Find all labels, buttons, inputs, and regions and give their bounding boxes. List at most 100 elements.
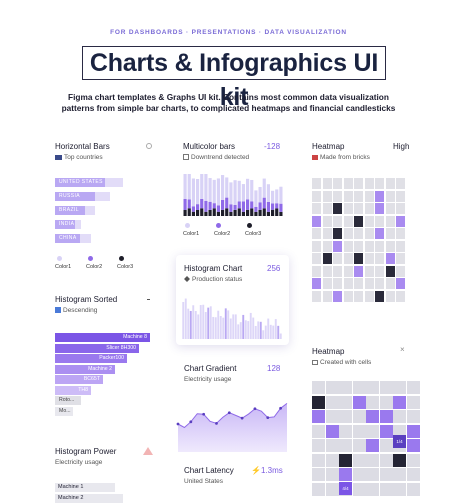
heatmap-cell xyxy=(325,468,339,481)
heatmap-cell xyxy=(366,482,379,496)
multicolor-bar-segment xyxy=(204,200,208,212)
multicolor-bar-segment xyxy=(229,182,233,205)
multicolor-bar-segment xyxy=(187,199,191,209)
heatmap-cell xyxy=(366,453,379,467)
horizontal-bars-subtitle: Top countries xyxy=(64,154,103,161)
heatmap-cell xyxy=(339,410,352,423)
multicolor-bar-segment xyxy=(221,209,225,216)
heatmap-cell xyxy=(312,424,325,438)
multicolor-bar-segment xyxy=(200,198,204,209)
chart-latency-title: Chart Latency xyxy=(184,466,234,475)
multicolor-bar-segment xyxy=(246,209,250,216)
heatmap-brick xyxy=(312,178,321,189)
heatmap-brick xyxy=(375,203,384,214)
sorted-bar: BC65T xyxy=(55,375,103,384)
heatmap-cell xyxy=(393,468,406,481)
heatmap-cell xyxy=(352,381,366,394)
heatmap-brick xyxy=(385,278,395,289)
histogram-chart-card[interactable]: Histogram Chart 256 Production status xyxy=(176,255,289,345)
multicolor-bar-segment xyxy=(196,179,200,205)
chart-gradient-title: Chart Gradient xyxy=(184,364,237,373)
more-icon[interactable] xyxy=(146,143,152,149)
heatmap-brick xyxy=(343,190,353,202)
multicolor-bars-subtitle: Downtrend detected xyxy=(191,154,250,161)
horizontal-bars-card[interactable]: Horizontal Bars Top countries UNITED STA… xyxy=(55,140,165,280)
close-icon[interactable]: × xyxy=(400,345,405,354)
heatmap-brick xyxy=(333,228,342,239)
multicolor-bar-segment xyxy=(237,208,241,216)
heatmap-cell xyxy=(352,453,366,467)
heatmap-cell xyxy=(339,468,352,481)
multicolor-bars-title: Multicolor bars xyxy=(183,142,236,151)
heatmap-cell xyxy=(366,439,379,452)
heatmap-brick xyxy=(333,203,342,214)
histogram-chart-value: 256 xyxy=(267,264,281,273)
heatmap-cells-card[interactable]: Heatmap × Created with cells 1/4 4/4 xyxy=(312,345,422,500)
heatmap-brick xyxy=(322,278,332,289)
sorted-bar-label: Packer100 xyxy=(99,355,124,361)
sorted-bar-label: Slicer 8H300 xyxy=(106,344,136,351)
heatmap-brick xyxy=(354,253,363,264)
heatmap-cell xyxy=(366,381,379,394)
horizontal-bar-label: BRAZIL xyxy=(59,207,79,213)
heatmap-cell xyxy=(379,453,393,467)
heatmap-brick xyxy=(364,215,374,227)
histogram-sorted-card[interactable]: Histogram Sorted Descending Machine 8 Sli… xyxy=(55,293,165,433)
histogram-bar xyxy=(212,316,215,339)
heatmap-brick xyxy=(312,265,321,277)
multicolor-bar-segment xyxy=(208,178,212,202)
heatmap-brick xyxy=(354,178,363,189)
heatmap-brick xyxy=(312,278,321,289)
heatmap-brick xyxy=(312,203,321,214)
heatmap-bricks-value: High xyxy=(393,142,410,151)
sorted-bar: Packer100 xyxy=(55,354,127,363)
horizontal-bars-chart: UNITED STATES RUSSIA BRAZIL INDIA CHINA xyxy=(55,178,155,258)
heatmap-bricks-card[interactable]: Heatmap High Made from bricks xyxy=(312,140,422,302)
heatmap-cell xyxy=(379,482,393,496)
chart-latency-card[interactable]: Chart Latency ⚡1.3ms United States xyxy=(176,464,289,500)
power-bar-2-label: Machine 2 xyxy=(58,495,84,501)
heatmap-cell xyxy=(379,381,393,394)
heatmap-cell xyxy=(339,439,352,452)
dash-icon xyxy=(147,299,150,300)
heatmap-cell xyxy=(406,395,420,409)
heatmap-brick xyxy=(375,278,384,289)
heatmap-brick xyxy=(375,228,384,239)
histogram-power-card[interactable]: Histogram Power Electricity usage Machin… xyxy=(55,445,165,503)
gradient-point xyxy=(253,407,257,411)
gradient-point xyxy=(266,416,270,420)
heatmap-cell xyxy=(339,424,352,438)
heatmap-brick xyxy=(396,203,405,214)
multicolor-bar-segment xyxy=(258,202,262,210)
gradient-point xyxy=(189,420,193,424)
heatmap-bricks-subtitle-row: Made from bricks xyxy=(312,154,370,161)
histogram-bar xyxy=(222,317,225,339)
heatmap-cell xyxy=(339,395,352,409)
histogram-bar xyxy=(224,308,227,339)
multicolor-bars-card[interactable]: Multicolor bars -128 Downtrend detected … xyxy=(183,140,283,245)
multicolor-bar-segment xyxy=(187,174,191,200)
chart-gradient-card[interactable]: Chart Gradient 128 Electricity usage xyxy=(176,362,289,457)
histogram-bar xyxy=(237,324,240,339)
histogram-chart-subtitle: Production status xyxy=(192,276,243,283)
legend-label-3: Color3 xyxy=(117,264,134,270)
heatmap-brick xyxy=(364,228,374,239)
gradient-point xyxy=(279,406,282,410)
histogram-bar xyxy=(219,316,222,339)
histogram-bar xyxy=(269,324,272,339)
horizontal-bar-fill xyxy=(55,178,105,187)
multicolor-bar-segment xyxy=(279,211,283,216)
histogram-bar xyxy=(244,320,247,339)
flag-icon xyxy=(55,154,62,160)
heatmap-brick xyxy=(375,253,384,264)
histogram-bar xyxy=(202,304,205,339)
heatmap-brick xyxy=(396,215,405,227)
heatmap-brick xyxy=(333,190,342,202)
histogram-sorted-subtitle-row: Descending xyxy=(55,307,97,314)
histogram-chart-title: Histogram Chart xyxy=(184,264,243,273)
chat-icon xyxy=(312,359,318,365)
heatmap-brick xyxy=(364,240,374,252)
multicolor-bar-segment xyxy=(250,179,254,202)
heatmap-brick xyxy=(333,253,342,264)
multicolor-bar-segment xyxy=(258,209,262,216)
